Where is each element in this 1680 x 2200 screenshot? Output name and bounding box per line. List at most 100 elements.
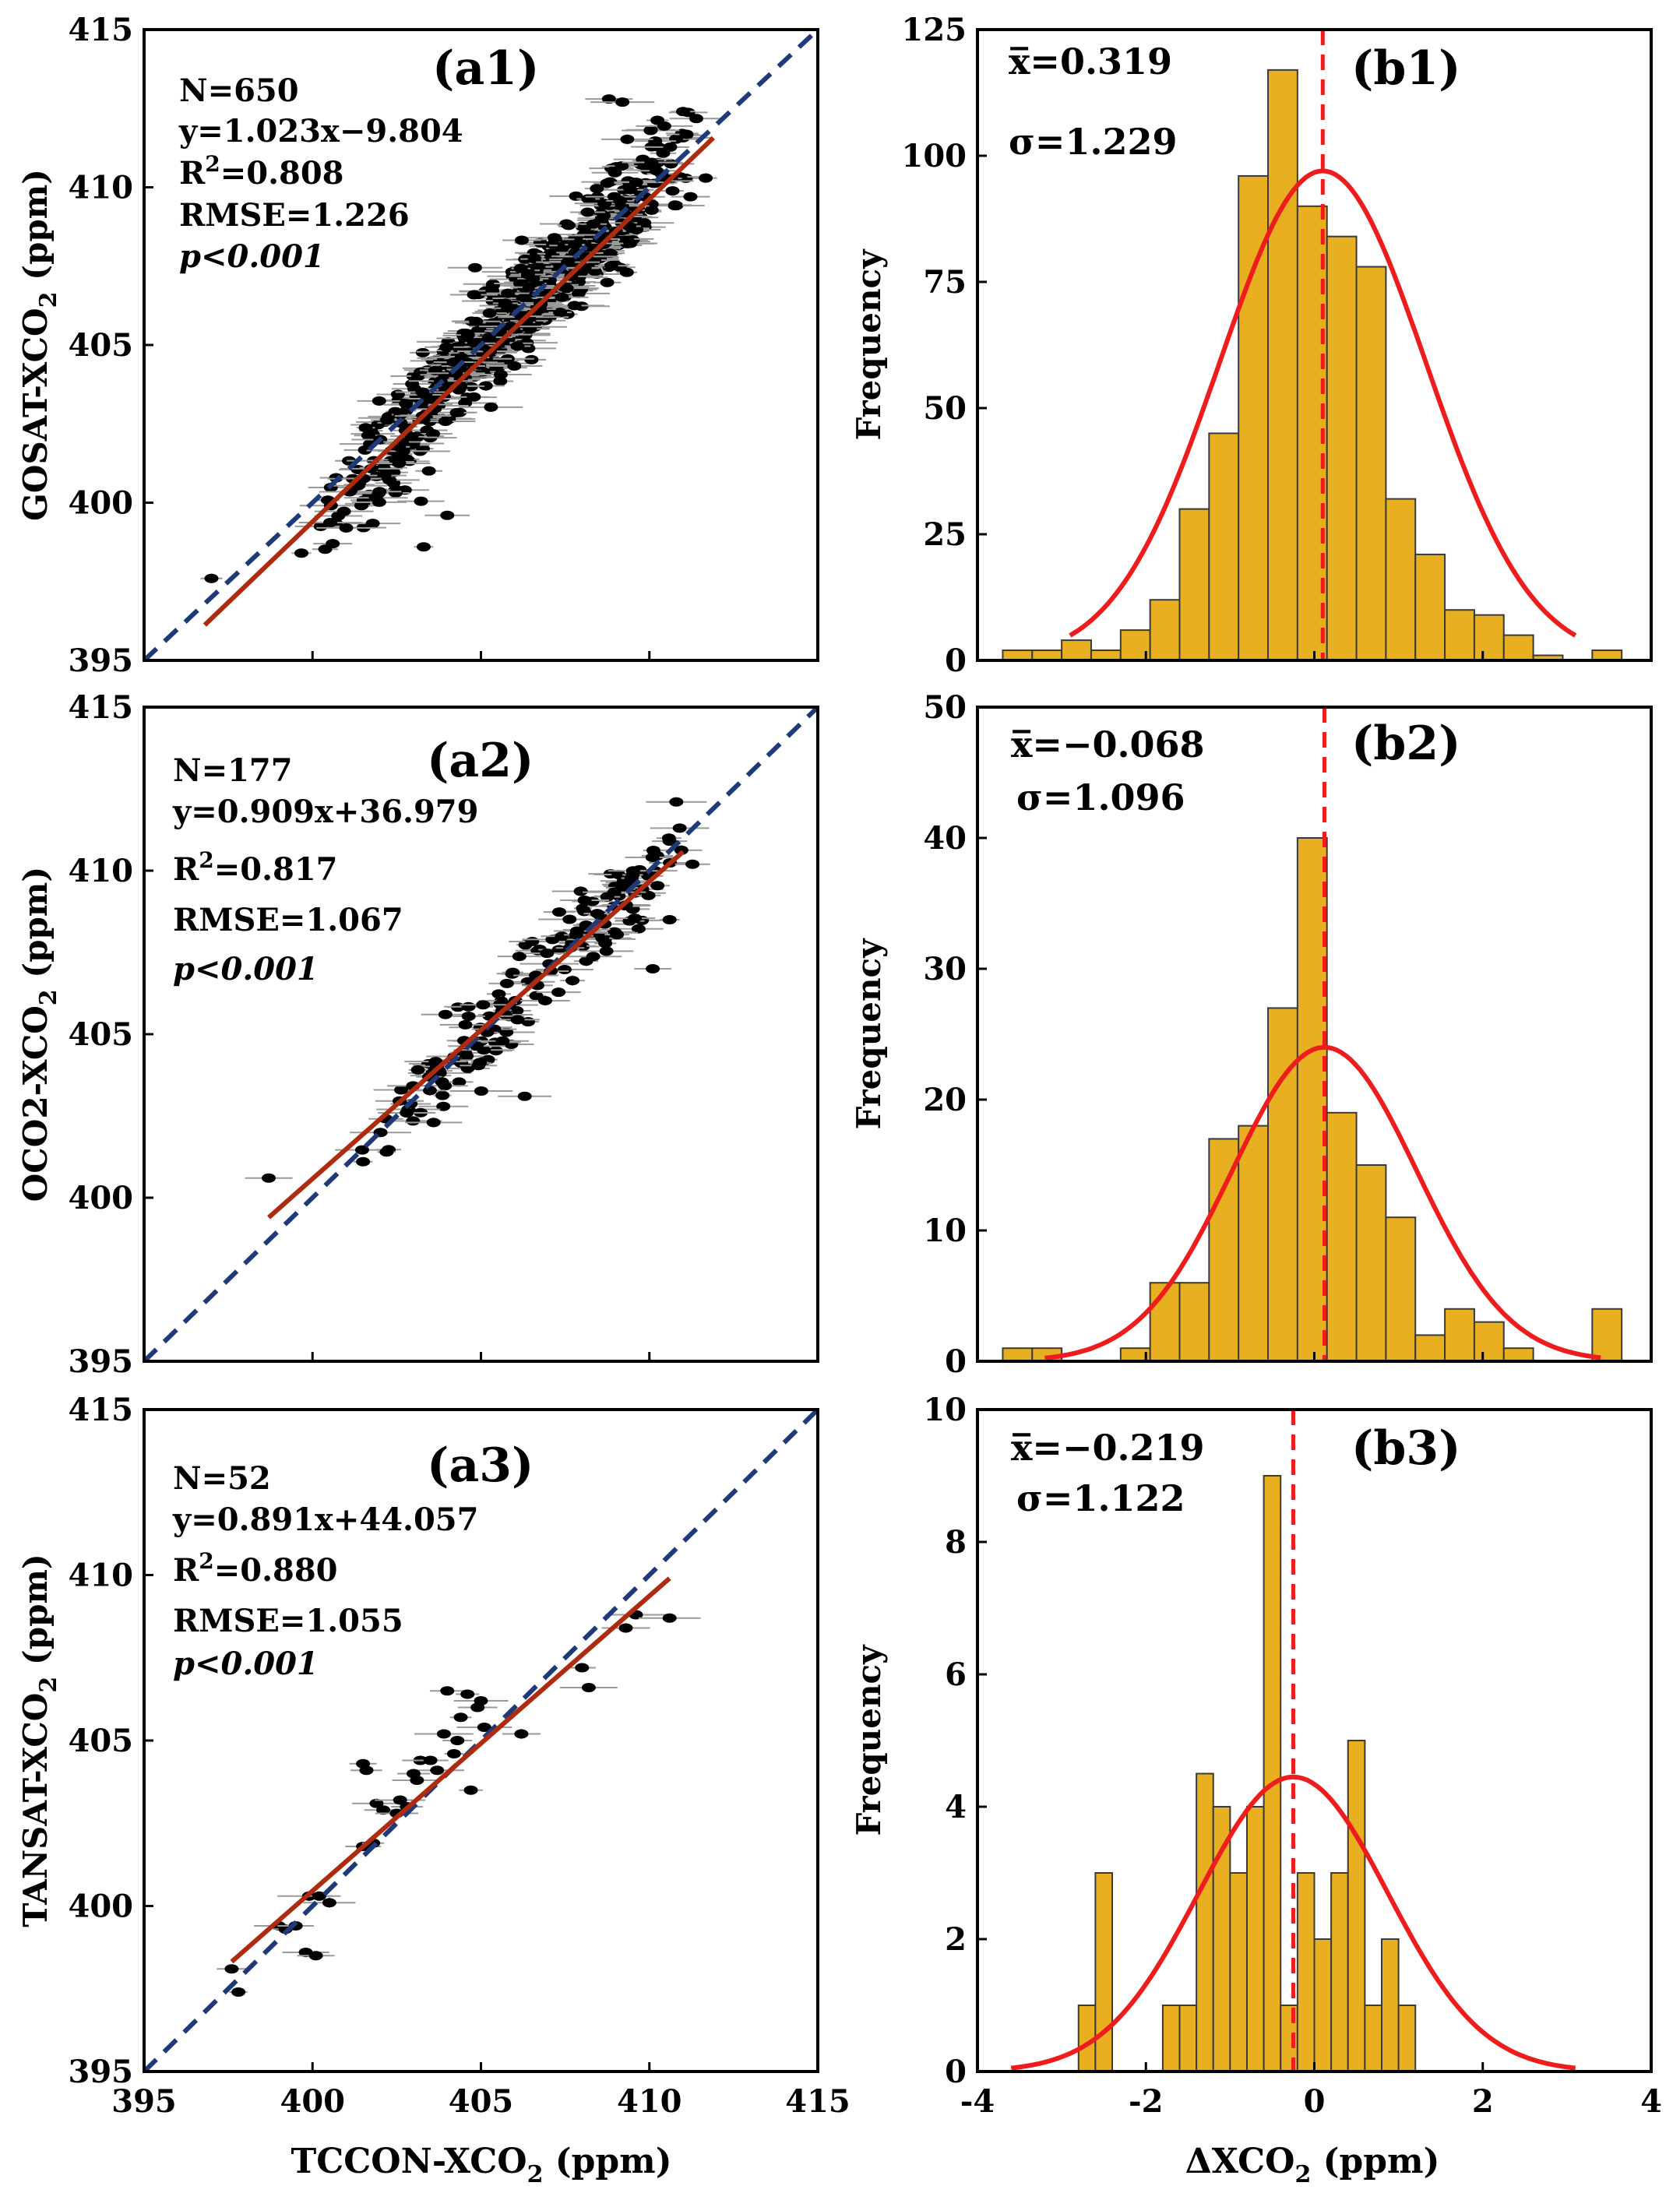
scatter-point <box>577 895 592 905</box>
scatter-point <box>565 976 580 986</box>
scatter-point <box>590 184 604 194</box>
scatter-point <box>600 277 615 287</box>
histogram-bar <box>1381 1938 1400 2072</box>
scatter-point <box>294 548 308 558</box>
scatter-point <box>672 823 687 833</box>
scatter-point <box>416 542 431 552</box>
scatter-point <box>491 989 506 999</box>
stat-rmse-a2: RMSE=1.067 <box>173 902 403 938</box>
histogram-bar <box>1330 1872 1349 2072</box>
histogram-bar <box>1208 1138 1240 1363</box>
y-tick-label-a3-3: 410 <box>69 1558 134 1594</box>
scatter-panel-a1: 395 400 405 410 415 GOSAT-XCO2 (ppm) (a1) N=… <box>16 12 820 679</box>
scatter-point <box>657 121 671 131</box>
scatter-point <box>629 178 643 188</box>
scatter-point <box>461 1012 476 1022</box>
histogram-bar <box>1178 508 1210 661</box>
y-tick-label-b1-2: 50 <box>923 390 967 427</box>
y-tick-label-b3-2: 4 <box>945 1789 967 1825</box>
scatter-point <box>404 431 419 442</box>
scatter-point <box>569 926 584 936</box>
scatter-point <box>453 1712 468 1723</box>
scatter-point <box>380 415 395 425</box>
scatter-point <box>650 881 665 891</box>
histogram-bar <box>1178 1282 1210 1362</box>
scatter-point <box>603 248 618 259</box>
stat-n-a2: N=177 <box>173 752 293 789</box>
histogram-bar <box>1385 498 1417 662</box>
y-tick-label-b2-0: 0 <box>945 1343 967 1380</box>
scatter-point <box>561 220 576 231</box>
scatter-point <box>323 518 338 528</box>
y-tick-label-a3-4: 415 <box>69 1392 134 1428</box>
scatter-point <box>507 361 522 371</box>
scatter-point <box>531 262 546 272</box>
scatter-point <box>610 930 625 940</box>
normal-fit-curve-b1 <box>1069 168 1577 638</box>
y-tick-label-b3-4: 8 <box>945 1524 967 1561</box>
scatter-point <box>322 1898 336 1908</box>
regression-line-a3 <box>230 1576 671 1964</box>
y-tick-label-a1-3: 410 <box>69 170 134 206</box>
histogram-bar <box>1267 1007 1298 1363</box>
y-tick-label-a3-1: 400 <box>69 1888 134 1925</box>
scatter-point <box>439 342 454 352</box>
stat-n-a3: N=52 <box>173 1460 271 1497</box>
stat-mean-b1: x̅=0.319 <box>1009 40 1172 83</box>
scatter-point <box>644 205 659 215</box>
scatter-point <box>461 1001 476 1012</box>
stats-block-a3: N=52 y=0.891x+44.057 R2=0.880 RMSE=1.055… <box>172 1460 478 1682</box>
scatter-point <box>440 510 455 520</box>
y-axis-label-b3: Frequency <box>850 1644 888 1836</box>
panel-label-b2: (b2) <box>1351 716 1460 771</box>
y-tick-label-b2-1: 10 <box>923 1213 967 1249</box>
scatter-point <box>510 341 525 351</box>
histogram-panel-b1: 0 25 50 75 100 125 Frequency (b1) x̅=0.319 σ=… <box>850 12 1653 679</box>
x-tick-label-b3-3: 2 <box>1472 2083 1494 2120</box>
scatter-point <box>476 1000 491 1010</box>
scatter-point <box>664 159 678 169</box>
y-tick-label-b1-4: 100 <box>902 138 967 174</box>
histogram-bar <box>1444 609 1475 662</box>
histogram-bar <box>1178 2005 1198 2072</box>
scatter-point <box>555 931 569 942</box>
y-tick-label-b3-0: 0 <box>945 2054 967 2090</box>
scatter-point <box>689 114 703 124</box>
scatter-point <box>356 1156 371 1167</box>
scatter-point <box>557 964 572 974</box>
panel-label-a3: (a3) <box>427 1438 534 1493</box>
scatter-point <box>580 207 595 217</box>
histogram-bar <box>1502 634 1534 661</box>
scatter-point <box>553 308 568 318</box>
scatter-point <box>493 376 508 386</box>
scatter-point <box>467 392 481 402</box>
scatter-point <box>204 573 219 583</box>
histogram-bar <box>1149 599 1181 661</box>
scatter-point <box>450 1736 465 1745</box>
y-tick-label-a2-1: 400 <box>69 1180 134 1216</box>
histogram-bar <box>1238 1125 1270 1362</box>
scatter-point <box>513 263 528 273</box>
histogram-bar <box>1364 2005 1382 2072</box>
scatter-point <box>615 161 629 171</box>
normal-fit-curve-b3 <box>1010 1774 1576 2071</box>
scatter-point <box>372 396 386 406</box>
scatter-point <box>460 330 475 340</box>
y-tick-label-b2-5: 50 <box>923 689 967 726</box>
histogram-bar <box>1326 235 1358 661</box>
scatter-point <box>231 1987 246 1997</box>
scatter-point <box>683 192 698 202</box>
scatter-point <box>354 1145 369 1155</box>
scatter-point <box>262 1173 276 1183</box>
normal-fit-curve-b2 <box>1044 1044 1601 1360</box>
x-tick-label-a3-4: 415 <box>785 2083 851 2120</box>
stat-sigma-b1: σ=1.229 <box>1009 121 1178 163</box>
scatter-point <box>460 1689 475 1699</box>
histogram-panel-b2: 0 10 20 30 40 50 Frequency (b2) x̅=−0.068 σ=1… <box>850 689 1653 1380</box>
regression-line-a1 <box>203 136 716 627</box>
scatter-point <box>613 195 628 206</box>
histogram-bar <box>1355 1164 1387 1362</box>
scatter-point <box>665 186 680 196</box>
scatter-point <box>376 1805 391 1815</box>
